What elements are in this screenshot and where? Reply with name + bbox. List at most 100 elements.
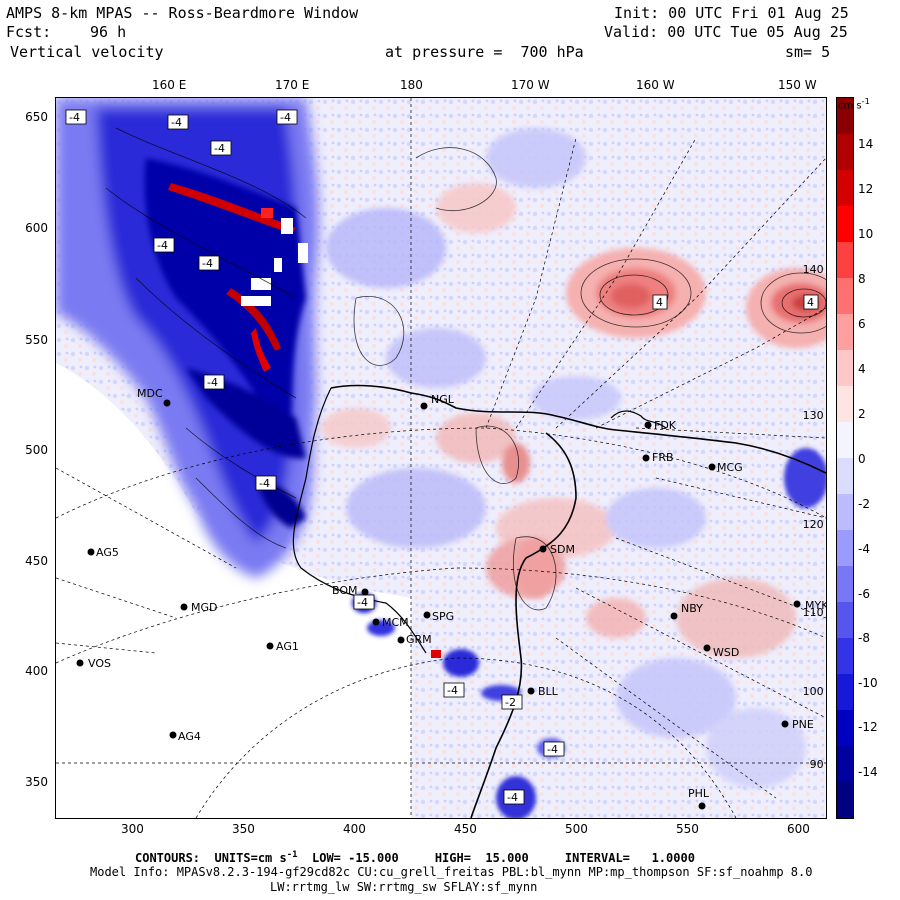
top-tick: 160 E xyxy=(152,78,187,92)
top-tick: 160 W xyxy=(636,78,675,92)
svg-text:-4: -4 xyxy=(69,111,80,124)
station-grm: GRM xyxy=(397,633,432,646)
init-time: Init: 00 UTC Fri 01 Aug 25 xyxy=(614,4,849,22)
no-data-region xyxy=(56,363,411,818)
colorbar-swatch xyxy=(837,134,853,170)
station-nby: NBY xyxy=(670,602,703,620)
svg-text:-4: -4 xyxy=(547,743,558,756)
svg-text:SDM: SDM xyxy=(550,543,575,556)
bottom-tick: 400 xyxy=(343,822,366,836)
left-tick: 350 xyxy=(25,775,48,789)
colorbar-swatch xyxy=(837,242,853,278)
map-title: AMPS 8-km MPAS -- Ross-Beardmore Window xyxy=(6,4,359,22)
inner-lon-label: 130 W xyxy=(803,409,826,422)
contour-lines xyxy=(105,127,826,611)
station-bll: BLL xyxy=(527,685,559,698)
station-bom: BOM xyxy=(332,584,369,597)
contour-label: -4 xyxy=(503,789,525,805)
colorbar-swatch xyxy=(837,638,853,674)
colorbar-swatch xyxy=(837,494,853,530)
station-mgd: MGD xyxy=(180,601,218,614)
stations: MDC NGL FDK FRB MCG AG5 SDM MGD BOM SPG … xyxy=(76,387,826,810)
svg-text:MCG: MCG xyxy=(717,461,743,474)
colorbar-swatch xyxy=(837,170,853,206)
station-wsd: WSD xyxy=(703,644,739,659)
left-tick: 500 xyxy=(25,443,48,457)
top-tick: 170 W xyxy=(511,78,550,92)
colorbar-swatch xyxy=(837,350,853,386)
colorbar-label: -8 xyxy=(858,631,870,645)
inner-lon-label: 120 W xyxy=(803,518,826,531)
contour-label: -4 xyxy=(198,255,220,271)
svg-text:SPG: SPG xyxy=(432,610,454,623)
colorbar-label: -6 xyxy=(858,587,870,601)
colorbar-label: 0 xyxy=(858,452,866,466)
bottom-tick: 600 xyxy=(787,822,810,836)
top-tick: 150 W xyxy=(778,78,817,92)
forecast-hour: 96 h xyxy=(90,23,127,41)
svg-text:FDK: FDK xyxy=(654,419,677,432)
contour-label: -4 xyxy=(353,594,375,610)
inner-lon-label: 140 W xyxy=(803,263,826,276)
bottom-tick: 450 xyxy=(454,822,477,836)
forecast-label: Fcst: xyxy=(6,23,52,41)
colorbar-label: 2 xyxy=(858,407,866,421)
valid-time: Valid: 00 UTC Tue 05 Aug 25 xyxy=(604,23,848,41)
svg-text:FRB: FRB xyxy=(652,451,674,464)
colorbar-label: 6 xyxy=(858,317,866,331)
station-phl: PHL xyxy=(688,787,710,810)
top-tick: 170 E xyxy=(275,78,310,92)
colorbar-swatch xyxy=(837,422,853,458)
contour-label: -4 xyxy=(443,682,465,698)
bottom-tick: 300 xyxy=(121,822,144,836)
svg-text:-4: -4 xyxy=(507,791,518,804)
svg-text:-2: -2 xyxy=(505,696,516,709)
station-mcg: MCG xyxy=(708,461,743,474)
svg-text:-4: -4 xyxy=(171,116,182,129)
station-sdm: SDM xyxy=(539,543,575,556)
contour-label: 4 xyxy=(652,294,668,310)
contour-label: -4 xyxy=(276,109,298,125)
station-ag4: AG4 xyxy=(169,730,201,743)
svg-text:VOS: VOS xyxy=(88,657,111,670)
svg-text:-4: -4 xyxy=(207,376,218,389)
svg-text:-4: -4 xyxy=(157,239,168,252)
svg-text:BOM: BOM xyxy=(332,584,358,597)
model-info: Model Info: MPASv8.2.3-194-gf29cd82c CU:… xyxy=(90,865,813,879)
svg-text:NGL: NGL xyxy=(431,393,455,406)
colorbar-swatch xyxy=(837,602,853,638)
colorbar-label: 14 xyxy=(858,137,874,151)
colorbar-swatch xyxy=(837,746,853,782)
contour-label: -4 xyxy=(203,374,225,390)
svg-text:MCM: MCM xyxy=(382,616,409,629)
svg-text:-4: -4 xyxy=(259,477,270,490)
svg-text:4: 4 xyxy=(656,296,663,309)
colorbar-label: 4 xyxy=(858,362,866,376)
colorbar-label: -4 xyxy=(858,542,870,556)
colorbar xyxy=(836,97,854,819)
inner-lon-label: 90 W xyxy=(810,758,826,771)
station-fdk: FDK xyxy=(644,419,677,432)
upward-motion-streaks xyxy=(168,183,441,658)
left-tick: 400 xyxy=(25,664,48,678)
svg-text:MGD: MGD xyxy=(191,601,218,614)
colorbar-label: 10 xyxy=(858,227,874,241)
contour-label: -4 xyxy=(255,475,277,491)
colorbar-label: 12 xyxy=(858,182,874,196)
vertical-velocity-map[interactable]: -4 -4 -4 -4 -4 -4 -4 -4 4 4 -4 -2 -4 -4 … xyxy=(55,97,827,819)
inner-lon-label: 100 W xyxy=(803,685,826,698)
graticule xyxy=(56,98,826,818)
colorbar-swatch xyxy=(837,206,853,242)
station-mcm: MCM xyxy=(372,616,409,629)
svg-text:WSD: WSD xyxy=(713,646,739,659)
svg-text:BLL: BLL xyxy=(538,685,559,698)
colorbar-swatch xyxy=(837,566,853,602)
svg-text:NBY: NBY xyxy=(681,602,703,615)
svg-text:GRM: GRM xyxy=(406,633,432,646)
top-tick: 180 xyxy=(400,78,423,92)
svg-text:-4: -4 xyxy=(214,142,225,155)
svg-text:PHL: PHL xyxy=(688,787,710,800)
station-ag1: AG1 xyxy=(266,640,299,653)
svg-text:4: 4 xyxy=(807,296,814,309)
left-tick: 650 xyxy=(25,110,48,124)
